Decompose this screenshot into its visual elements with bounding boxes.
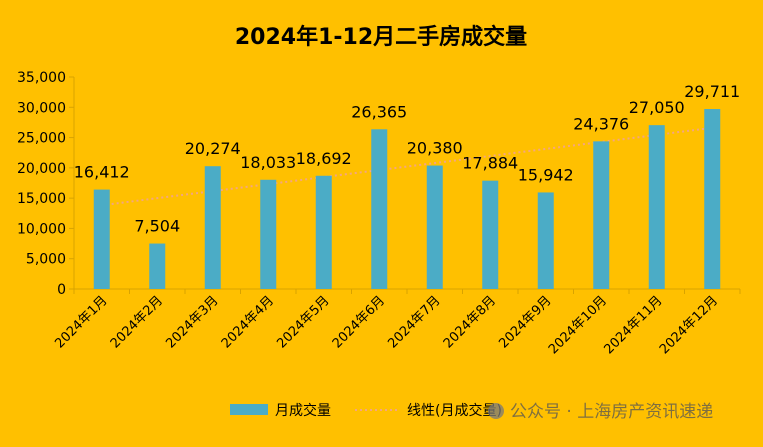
legend-label-bars: 月成交量 bbox=[275, 402, 331, 419]
y-tick-label: 30,000 bbox=[17, 100, 66, 116]
watermark: 公众号 · 上海房产资讯速递 bbox=[488, 402, 713, 422]
data-label: 18,692 bbox=[296, 149, 352, 168]
watermark-text: 公众号 · 上海房产资讯速递 bbox=[510, 402, 713, 422]
bar bbox=[371, 129, 388, 289]
bar bbox=[482, 180, 499, 289]
bar bbox=[260, 179, 277, 289]
legend-label-trendline: 线性(月成交量) bbox=[407, 402, 502, 419]
y-tick-label: 20,000 bbox=[17, 161, 66, 177]
y-tick-label: 25,000 bbox=[17, 131, 66, 147]
data-label: 7,504 bbox=[134, 217, 180, 236]
x-tick-label: 2024年6月 bbox=[330, 293, 388, 351]
y-tick-label: 10,000 bbox=[17, 221, 66, 237]
x-tick-label: 2024年3月 bbox=[163, 293, 221, 351]
data-label: 29,711 bbox=[684, 82, 740, 101]
data-label: 17,884 bbox=[462, 154, 518, 173]
data-label: 24,376 bbox=[573, 114, 629, 133]
x-axis: 2024年1月2024年2月2024年3月2024年4月2024年5月2024年… bbox=[52, 288, 741, 357]
bar bbox=[204, 166, 221, 289]
x-tick-label: 2024年12月 bbox=[657, 293, 721, 357]
y-tick-label: 5,000 bbox=[26, 252, 66, 268]
wechat-icon bbox=[488, 403, 504, 419]
data-label: 26,365 bbox=[351, 102, 407, 121]
bar bbox=[537, 192, 554, 289]
x-tick-label: 2024年1月 bbox=[52, 293, 110, 351]
bar bbox=[648, 125, 665, 289]
data-label: 20,380 bbox=[407, 139, 463, 158]
legend: 月成交量 线性(月成交量) bbox=[230, 402, 502, 419]
x-tick-label: 2024年5月 bbox=[274, 293, 332, 351]
legend-swatch-bars bbox=[230, 404, 268, 415]
bar bbox=[426, 165, 443, 289]
data-label: 20,274 bbox=[185, 139, 241, 158]
bar bbox=[149, 243, 166, 289]
bar bbox=[315, 175, 332, 289]
y-axis: 0 5,000 10,000 15,000 20,000 25,000 30,000 35,0… bbox=[17, 70, 75, 298]
data-label: 18,033 bbox=[240, 153, 296, 172]
data-label: 15,942 bbox=[518, 165, 574, 184]
bar bbox=[593, 141, 610, 289]
y-tick-label: 0 bbox=[57, 282, 66, 298]
data-label: 16,412 bbox=[74, 163, 130, 182]
x-tick-label: 2024年2月 bbox=[108, 293, 166, 351]
x-tick-label: 2024年8月 bbox=[441, 293, 499, 351]
chart-title: 2024年1-12月二手房成交量 bbox=[235, 24, 527, 50]
x-tick-label: 2024年9月 bbox=[496, 293, 554, 351]
x-tick-label: 2024年10月 bbox=[546, 293, 610, 357]
bar bbox=[93, 189, 110, 289]
x-tick-label: 2024年4月 bbox=[219, 293, 277, 351]
data-label: 27,050 bbox=[629, 98, 685, 117]
x-tick-label: 2024年11月 bbox=[601, 293, 665, 357]
x-tick-label: 2024年7月 bbox=[385, 293, 443, 351]
bar bbox=[704, 109, 721, 290]
y-tick-label: 15,000 bbox=[17, 191, 66, 207]
bar-series bbox=[93, 109, 721, 290]
y-tick-label: 35,000 bbox=[17, 70, 66, 86]
